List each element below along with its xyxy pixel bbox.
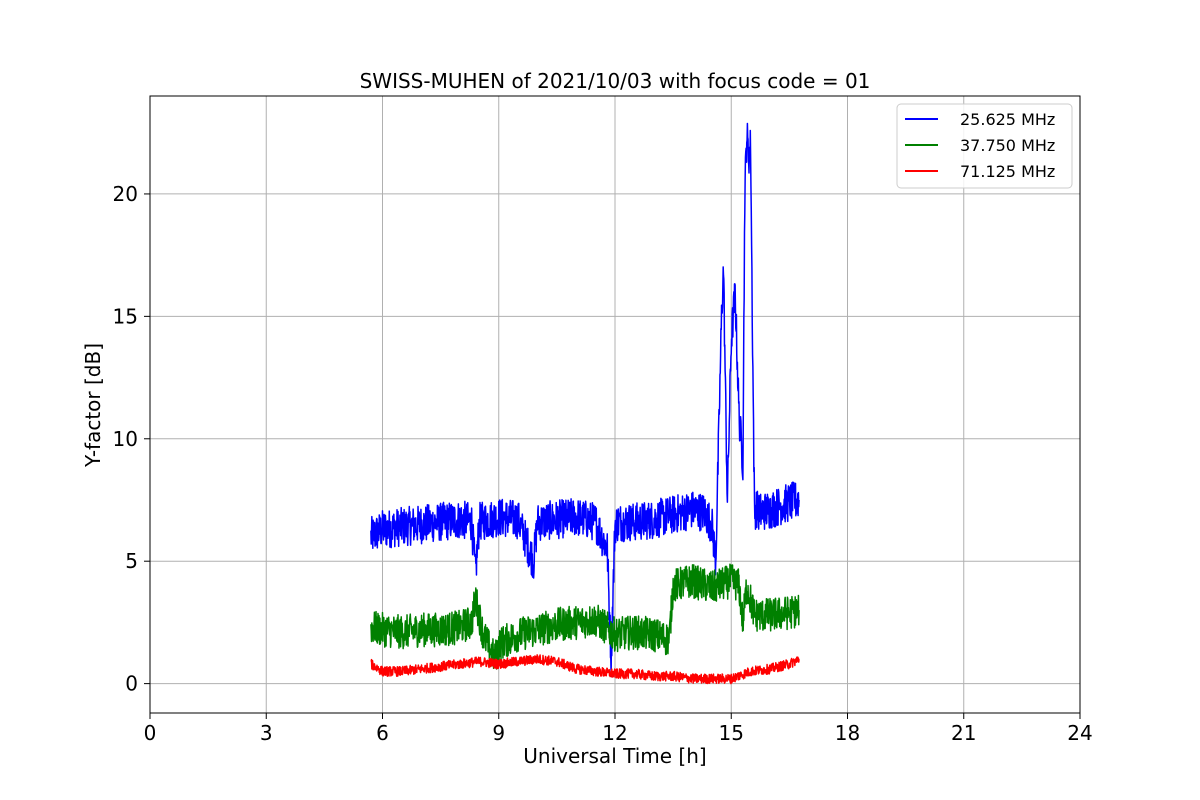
- legend: 25.625 MHz 37.750 MHz 71.125 MHz: [896, 103, 1073, 189]
- legend-label: 37.750 MHz: [960, 136, 1055, 155]
- x-tick-label: 3: [260, 721, 273, 745]
- legend-label: 25.625 MHz: [960, 110, 1055, 129]
- series-layer: [370, 122, 800, 685]
- grid: [149, 96, 1081, 713]
- y-tick-label: 20: [113, 182, 138, 206]
- chart-title: SWISS-MUHEN of 2021/10/03 with focus cod…: [360, 69, 871, 93]
- x-tick-label: 0: [144, 721, 157, 745]
- series-line-3: [370, 654, 800, 685]
- series-line-2: [370, 563, 800, 670]
- legend-box: [896, 103, 1073, 189]
- x-tick-label: 6: [376, 721, 389, 745]
- series-line-1: [370, 122, 800, 678]
- y-tick-label: 5: [125, 549, 138, 573]
- y-axis-label: Y-factor [dB]: [81, 343, 105, 468]
- x-tick-label: 24: [1067, 721, 1092, 745]
- x-tick-label: 18: [835, 721, 860, 745]
- y-tick-label: 15: [113, 304, 138, 328]
- x-tick-label: 15: [719, 721, 744, 745]
- legend-label: 71.125 MHz: [960, 162, 1055, 181]
- y-tick-label: 0: [125, 672, 138, 696]
- y-tick-label: 10: [113, 427, 138, 451]
- x-tick-label: 12: [602, 721, 627, 745]
- y-axis: 0 5 10 15 20: [113, 182, 150, 696]
- x-tick-label: 21: [951, 721, 976, 745]
- x-tick-label: 9: [492, 721, 505, 745]
- x-axis: 0 3 6 9 12 15 18 21 24: [144, 713, 1093, 745]
- x-axis-label: Universal Time [h]: [523, 744, 706, 768]
